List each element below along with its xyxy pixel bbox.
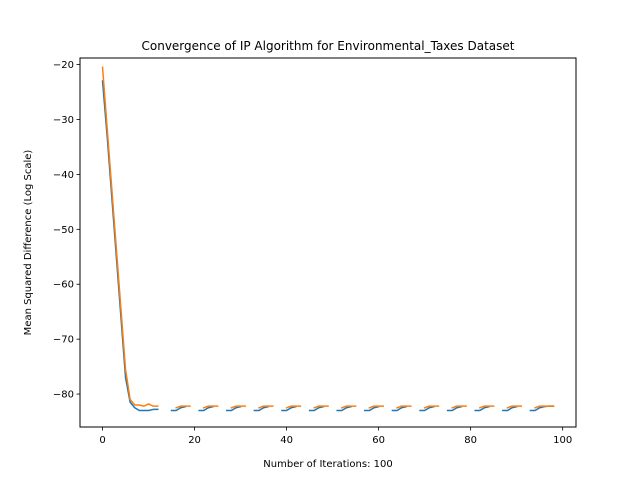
chart-title: Convergence of IP Algorithm for Environm… — [142, 39, 515, 53]
series-line-1 — [101, 80, 555, 412]
x-tick-label: 100 — [553, 435, 572, 446]
y-tick-label: −70 — [53, 335, 74, 346]
x-tick-label: 20 — [188, 435, 201, 446]
y-axis-label: Mean Squared Difference (Log Scale) — [23, 150, 34, 336]
x-tick-label: 60 — [372, 435, 385, 446]
x-tick-label: 40 — [280, 435, 293, 446]
x-tick-label: 0 — [99, 435, 105, 446]
y-tick-label: −60 — [53, 280, 74, 291]
y-tick-label: −30 — [53, 115, 74, 126]
y-tick-label: −40 — [53, 170, 74, 181]
plot-area — [101, 66, 555, 412]
x-tick-label: 80 — [464, 435, 477, 446]
y-tick-label: −80 — [53, 390, 74, 401]
y-axis: −80 −70 −60 −50 −40 −30 −20 — [53, 60, 80, 401]
x-axis-label: Number of Iterations: 100 — [263, 459, 392, 470]
y-tick-label: −50 — [53, 225, 74, 236]
x-axis: 0 20 40 60 80 100 — [99, 427, 572, 446]
plot-frame — [79, 57, 577, 428]
y-tick-label: −20 — [53, 60, 74, 71]
series-line-2 — [101, 66, 555, 409]
